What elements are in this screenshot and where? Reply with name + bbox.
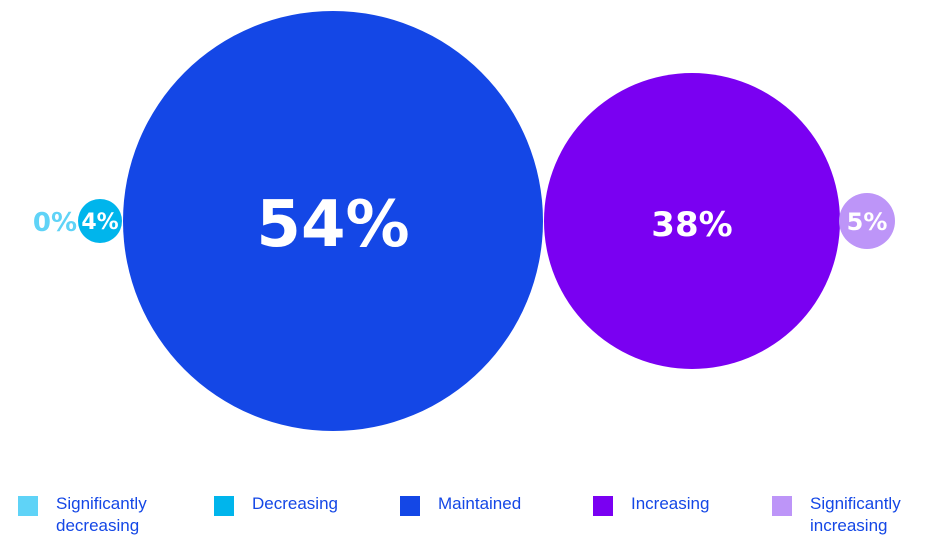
legend-label-line: Significantly	[56, 494, 147, 513]
legend-label-line: Increasing	[631, 494, 710, 513]
legend-swatch-increasing	[593, 496, 613, 516]
legend-label-line: increasing	[810, 516, 888, 535]
legend-item-significantly-decreasing: Significantly decreasing	[18, 493, 147, 537]
legend-label-decreasing: Decreasing	[252, 493, 338, 515]
bubble-maintained	[123, 11, 543, 431]
legend-label-maintained: Maintained	[438, 493, 521, 515]
legend-label-line: Decreasing	[252, 494, 338, 513]
label-maintained: 54%	[256, 188, 409, 262]
legend-swatch-significantly-decreasing	[18, 496, 38, 516]
legend-swatch-decreasing	[214, 496, 234, 516]
legend-swatch-maintained	[400, 496, 420, 516]
label-significantly-decreasing: 0%	[33, 208, 77, 238]
legend-item-maintained: Maintained	[400, 493, 521, 516]
legend-item-increasing: Increasing	[593, 493, 709, 516]
legend-label-significantly-increasing: Significantly increasing	[810, 493, 901, 537]
label-increasing: 38%	[651, 205, 732, 245]
bubble-increasing	[544, 73, 840, 369]
legend-label-line: Maintained	[438, 494, 522, 513]
legend-label-increasing: Increasing	[631, 493, 709, 515]
legend-label-significantly-decreasing: Significantly decreasing	[56, 493, 147, 537]
bubble-significantly-increasing	[839, 193, 895, 249]
legend-swatch-significantly-increasing	[772, 496, 792, 516]
legend-label-line: decreasing	[56, 516, 140, 535]
chart-legend: Significantly decreasing Decreasing Main…	[0, 493, 940, 539]
legend-item-decreasing: Decreasing	[214, 493, 338, 516]
legend-label-line: Significantly	[810, 494, 901, 513]
bubble-chart: 0% 4% 54% 38% 5%	[33, 11, 895, 431]
label-significantly-increasing: 5%	[847, 208, 888, 236]
label-decreasing: 4%	[81, 210, 118, 235]
bubble-decreasing	[78, 199, 122, 243]
legend-item-significantly-increasing: Significantly increasing	[772, 493, 901, 537]
